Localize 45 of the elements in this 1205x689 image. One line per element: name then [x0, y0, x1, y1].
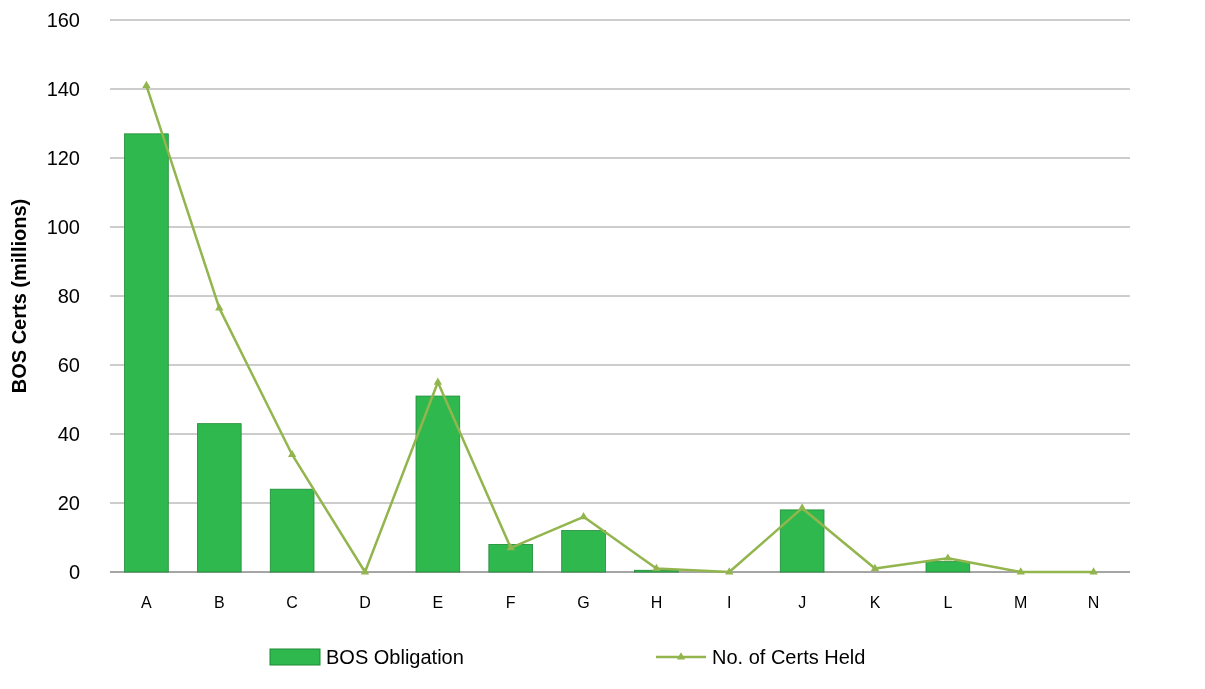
x-tick-label: C	[286, 594, 298, 611]
y-tick-label: 140	[46, 78, 80, 100]
point	[797, 503, 807, 511]
bar	[124, 133, 169, 573]
bar	[561, 530, 606, 573]
bar	[415, 395, 461, 573]
y-tick-label: 20	[57, 492, 80, 514]
y-tick-label: 0	[68, 561, 80, 583]
x-tick-label: B	[213, 594, 225, 611]
y-tick-label: 100	[46, 216, 80, 238]
legend-label: BOS Obligation	[326, 646, 464, 668]
y-tick-label: 40	[57, 423, 80, 445]
point	[506, 543, 515, 551]
bar	[197, 423, 242, 573]
x-tick-label: H	[650, 594, 663, 611]
y-tick-label: 60	[57, 354, 80, 376]
x-tick-label: G	[577, 594, 590, 611]
point	[433, 377, 443, 385]
y-tick-label: 80	[57, 285, 80, 307]
legend-label: No. of Certs Held	[712, 646, 866, 668]
x-tick-label: E	[432, 594, 444, 611]
point	[142, 80, 151, 88]
x-tick-label: J	[798, 594, 807, 611]
bar	[925, 561, 971, 573]
y-tick-label: 120	[46, 147, 80, 169]
point	[287, 449, 297, 458]
point	[360, 567, 370, 575]
point	[943, 553, 953, 561]
x-tick-label: A	[141, 594, 153, 611]
bar	[779, 509, 825, 573]
bar	[269, 488, 315, 573]
x-tick-label: F	[505, 594, 516, 611]
bar	[488, 544, 533, 573]
y-tick-label: 160	[46, 9, 80, 31]
point	[652, 563, 661, 571]
point	[1089, 567, 1098, 575]
x-tick-label: I	[727, 594, 732, 611]
x-tick-label: L	[943, 594, 953, 611]
x-tick-label: M	[1014, 594, 1028, 611]
point	[579, 511, 588, 520]
x-tick-label: N	[1087, 594, 1100, 611]
x-tick-label: K	[869, 594, 881, 611]
x-tick-label: D	[359, 594, 371, 611]
y-axis-title: BOS Certs (millions)	[8, 198, 30, 394]
point	[870, 563, 880, 571]
